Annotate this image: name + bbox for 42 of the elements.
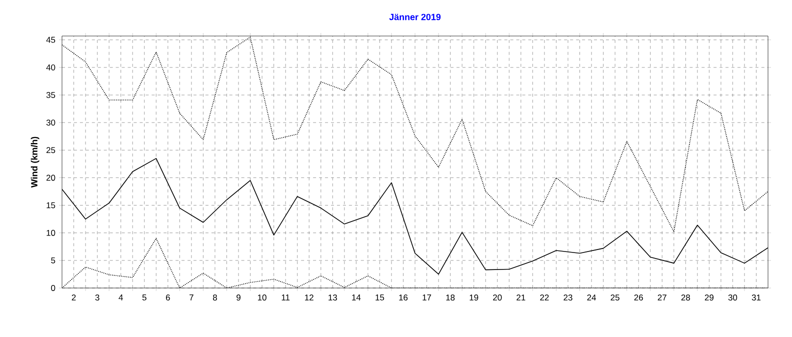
x-tick-label: 13 [328, 294, 337, 301]
x-tick-label: 11 [282, 294, 290, 300]
y-axis-title: Wind (km/h) [30, 136, 40, 188]
x-tick-label: 4 [118, 294, 123, 300]
x-tick-label: 14 [352, 294, 361, 300]
x-tick-label: 26 [634, 294, 643, 301]
x-tick-label: 24 [587, 294, 596, 300]
y-tick-label: 40 [46, 64, 56, 70]
y-tick-label: 10 [46, 230, 56, 236]
x-tick-label: 6 [166, 294, 170, 301]
y-tick-label: 15 [46, 202, 56, 208]
x-tick-label: 28 [681, 294, 690, 301]
x-tick-label: 25 [610, 294, 620, 301]
x-tick-label: 29 [704, 294, 714, 301]
x-tick-label: 27 [658, 294, 666, 300]
x-tick-label: 7 [190, 294, 194, 300]
x-tick-label: 22 [540, 294, 549, 300]
x-tick-label: 10 [258, 294, 266, 301]
chart-title: Jänner 2019 [389, 14, 441, 20]
x-tick-label: 2 [72, 294, 76, 300]
y-tick-label: 30 [46, 120, 56, 126]
y-tick-label: 25 [46, 147, 56, 154]
x-tick-label: 23 [564, 294, 572, 301]
x-tick-label: 8 [212, 294, 217, 301]
x-tick-label: 19 [470, 294, 478, 301]
x-tick-label: 20 [493, 294, 502, 301]
x-tick-label: 30 [728, 294, 738, 301]
y-tick-label: 20 [46, 174, 56, 181]
x-tick-label: 3 [95, 294, 100, 301]
x-tick-label: 5 [142, 294, 146, 300]
x-tick-label: 9 [236, 294, 240, 301]
y-tick-label: 5 [51, 257, 56, 264]
x-tick-label: 15 [376, 294, 384, 300]
x-tick-label: 18 [446, 294, 455, 301]
y-tick-label: 0 [51, 285, 56, 291]
x-tick-label: 17 [422, 294, 432, 300]
y-tick-label: 35 [46, 92, 56, 98]
x-tick-label: 31 [752, 294, 761, 301]
x-tick-label: 16 [399, 294, 408, 301]
x-tick-label: 12 [305, 294, 314, 300]
y-tick-label: 45 [46, 36, 56, 43]
x-tick-label: 21 [516, 294, 526, 300]
